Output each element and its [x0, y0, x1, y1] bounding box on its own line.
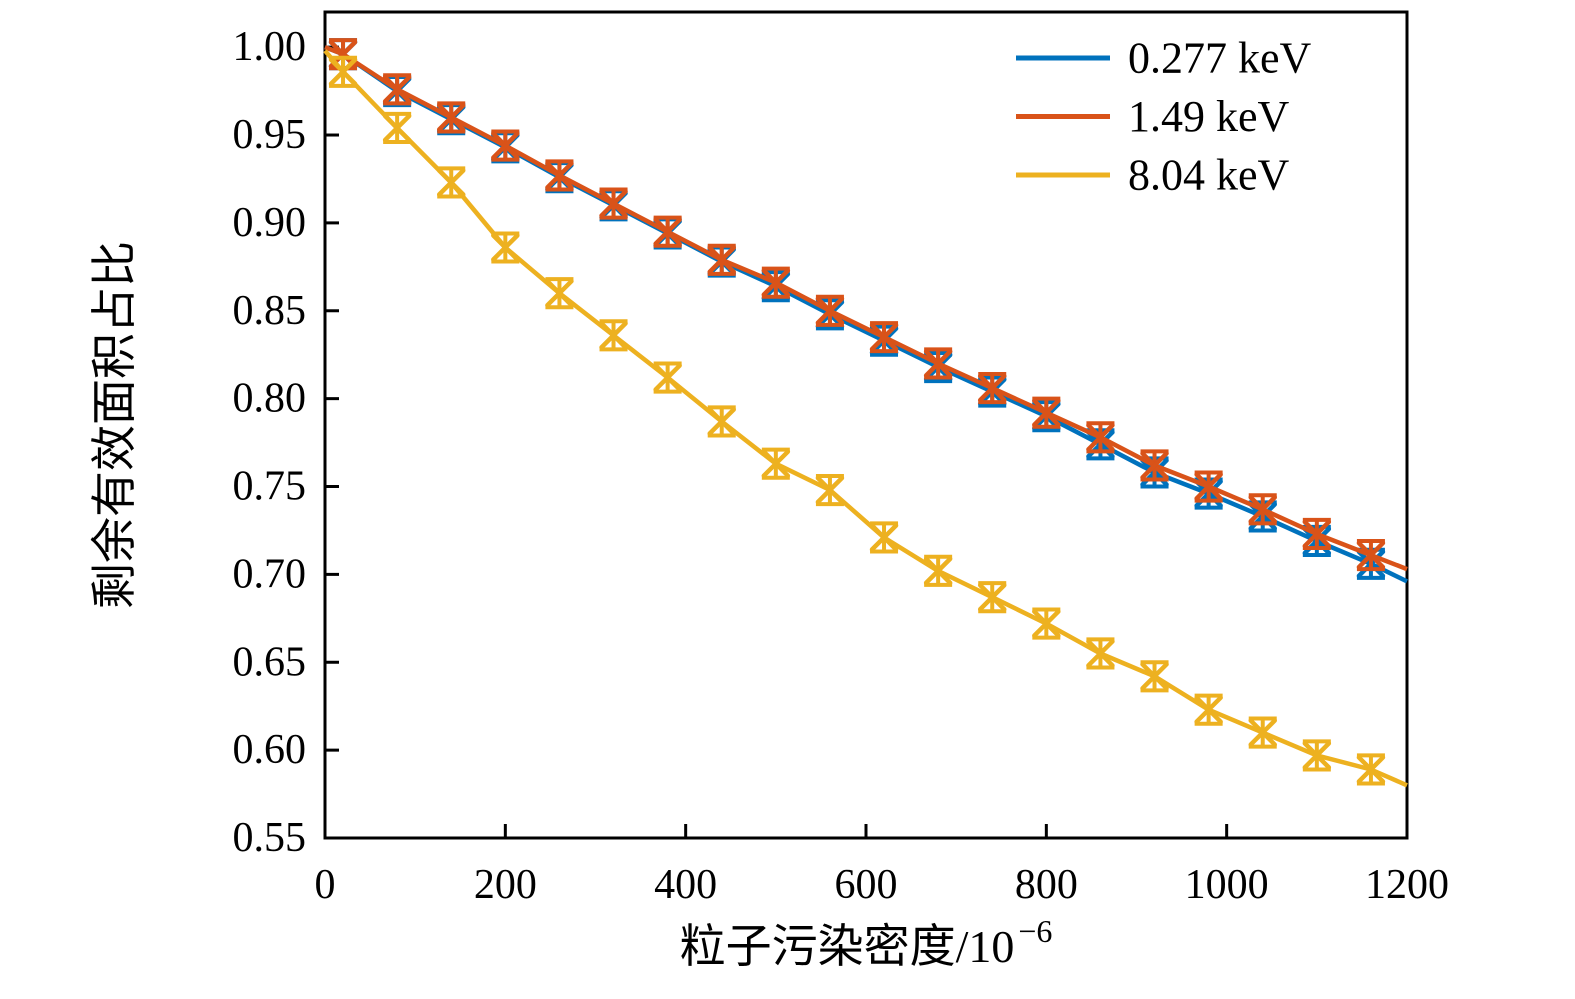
series-line [323, 49, 1408, 788]
x-marker [653, 363, 682, 392]
x-marker [923, 556, 953, 586]
x-marker [491, 233, 520, 262]
x-marker [707, 407, 736, 436]
y-tick-label: 0.70 [233, 551, 307, 597]
x-marker [815, 475, 845, 505]
x-marker [491, 131, 520, 160]
y-tick-label: 0.65 [233, 639, 307, 685]
y-tick-label: 0.80 [233, 376, 307, 422]
y-tick-label: 0.55 [233, 815, 307, 861]
x-marker [1302, 519, 1332, 549]
x-marker [815, 296, 845, 326]
legend-label: 0.277 keV [1128, 34, 1312, 83]
x-marker [1032, 398, 1061, 427]
x-marker [599, 189, 628, 218]
x-marker [977, 373, 1007, 403]
y-tick-label: 0.75 [233, 464, 307, 510]
x-marker [382, 75, 412, 104]
y-axis-label: 剩余有效面积占比 [89, 241, 140, 609]
legend-item: 1.49 keV [1016, 92, 1290, 141]
legend-item: 8.04 keV [1016, 151, 1290, 200]
x-marker [653, 217, 682, 246]
x-tick-label: 0 [315, 862, 336, 908]
x-marker [545, 278, 574, 308]
x-marker [382, 113, 412, 143]
x-marker [1248, 718, 1277, 747]
x-marker [977, 582, 1007, 612]
x-marker [707, 245, 736, 275]
x-marker [436, 168, 466, 197]
series-line [324, 45, 1408, 572]
x-marker [1086, 639, 1115, 668]
y-tick-label: 0.85 [233, 288, 307, 334]
legend: 0.277 keV 1.49 keV 8.04 keV [1016, 34, 1312, 200]
series-1-49-keV [324, 38, 1408, 572]
x-marker [761, 449, 791, 478]
data-series [323, 38, 1408, 788]
y-tick-label: 0.95 [233, 112, 307, 158]
x-marker [1194, 472, 1223, 501]
x-marker [1302, 741, 1332, 770]
x-marker [869, 523, 899, 552]
legend-item: 0.277 keV [1016, 34, 1312, 83]
series-8-04-keV [323, 49, 1408, 788]
x-marker [1140, 662, 1169, 691]
y-tick-label: 0.60 [233, 727, 307, 773]
x-marker [1032, 609, 1061, 638]
x-marker [1086, 423, 1115, 452]
x-marker [1140, 451, 1169, 480]
x-tick-label: 200 [474, 862, 537, 908]
x-marker [1356, 755, 1386, 784]
x-marker [436, 103, 466, 132]
x-tick-label: 1200 [1365, 862, 1449, 908]
x-axis-label-exponent: −6 [1018, 913, 1052, 949]
x-marker [761, 268, 791, 297]
x-marker [328, 57, 358, 87]
y-tick-label: 1.00 [233, 24, 307, 70]
x-tick-label: 800 [1015, 862, 1078, 908]
x-marker [599, 321, 628, 350]
x-marker [923, 349, 953, 378]
legend-label: 1.49 keV [1128, 92, 1290, 141]
x-marker [1248, 495, 1277, 524]
x-tick-label: 400 [654, 862, 717, 908]
x-marker [869, 322, 899, 352]
y-tick-label: 0.90 [233, 200, 307, 246]
x-marker [1194, 695, 1223, 724]
x-marker [545, 161, 574, 190]
legend-label: 8.04 keV [1128, 151, 1290, 200]
x-marker [1356, 540, 1386, 570]
x-tick-label: 600 [835, 862, 898, 908]
axis-ticks: 0 200 400 600 800 1000 1200 1.00 0.95 0.90 0.85 0.8… [233, 24, 1450, 908]
x-axis-label-base: 粒子污染密度/10 [680, 921, 1015, 972]
x-axis-label: 粒子污染密度/10 −6 [680, 913, 1053, 972]
x-tick-label: 1000 [1185, 862, 1269, 908]
